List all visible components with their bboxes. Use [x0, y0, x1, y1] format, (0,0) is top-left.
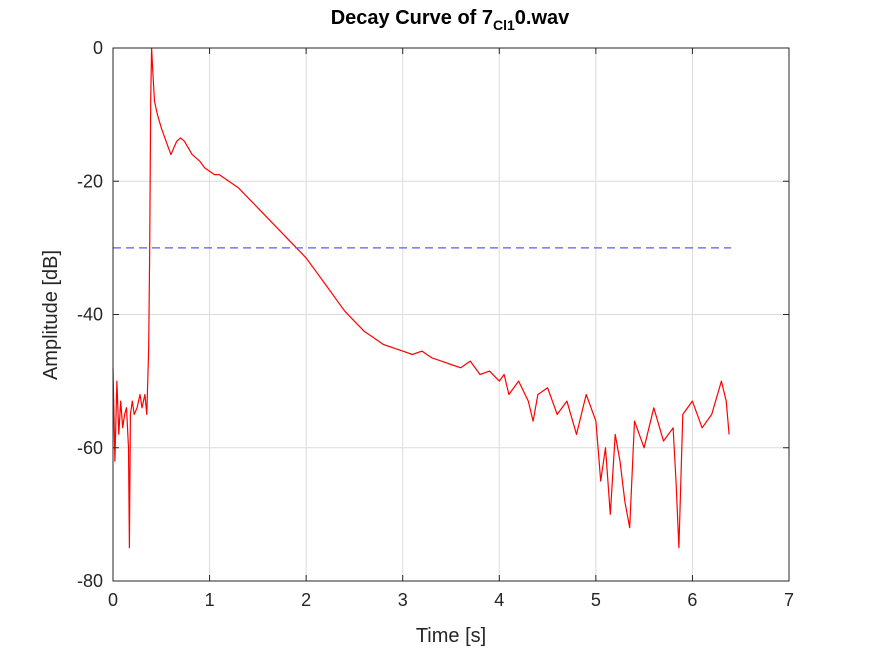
- chart-title: Decay Curve of 7Cl10.wav: [331, 7, 570, 33]
- y-tick-label: -80: [77, 571, 103, 591]
- y-tick-label: -60: [77, 438, 103, 458]
- x-tick-label: 0: [108, 590, 118, 610]
- x-tick-label: 6: [687, 590, 697, 610]
- x-tick-label: 2: [301, 590, 311, 610]
- decay-curve-line: [112, 47, 730, 549]
- x-tick-label: 7: [784, 590, 794, 610]
- y-tick-label: -40: [77, 305, 103, 325]
- x-tick-label: 1: [205, 590, 215, 610]
- x-tick-label: 5: [591, 590, 601, 610]
- x-tick-label: 4: [494, 590, 504, 610]
- y-tick-label: 0: [93, 38, 103, 58]
- chart-title-suffix: 0.wav: [515, 7, 570, 29]
- chart-title-subscript: Cl1: [493, 17, 515, 33]
- x-tick-label: 3: [398, 590, 408, 610]
- x-axis-label: Time [s]: [416, 625, 486, 647]
- axis-ticks: 0 1 2 3 4 5 6 7 0 -20 -40 -60 -80: [77, 38, 794, 610]
- series-group: [112, 47, 732, 549]
- y-tick-label: -20: [77, 171, 103, 191]
- chart-title-main: Decay Curve of 7: [331, 7, 493, 29]
- y-axis-label: Amplitude [dB]: [40, 250, 62, 380]
